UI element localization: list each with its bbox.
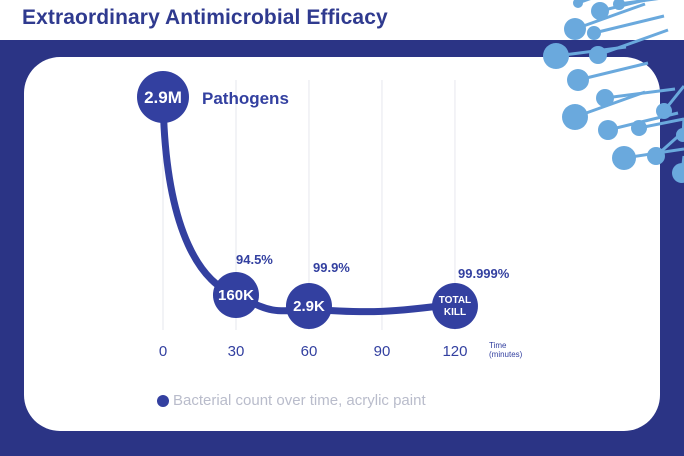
- data-point-label: KILL: [444, 307, 466, 318]
- data-point-label: 160K: [218, 287, 254, 304]
- series-line: [159, 93, 459, 316]
- x-tick-label: 0: [159, 343, 167, 360]
- x-tick-label: 30: [228, 343, 245, 360]
- microbe-dot: [612, 146, 636, 170]
- microbe-dot: [543, 43, 569, 69]
- microbe-dot: [589, 46, 607, 64]
- data-point-label: 2.9M: [144, 88, 182, 107]
- annotation-label: 94.5%: [236, 252, 273, 267]
- microbe-dot: [672, 163, 684, 183]
- microbe-dot: [564, 18, 586, 40]
- microbe-dot: [596, 89, 614, 107]
- legend-label: Bacterial count over time, acrylic paint: [173, 392, 426, 409]
- microbe-decoration: [543, 0, 684, 183]
- microbe-dot: [562, 104, 588, 130]
- annotations: Pathogens 94.5% 99.9% 99.999%: [202, 89, 510, 281]
- data-point: [212, 272, 259, 318]
- x-tick-label: 120: [442, 343, 467, 360]
- microbe-ray: [593, 14, 665, 35]
- microbe-dot: [631, 120, 647, 136]
- microbe-dot: [647, 147, 665, 165]
- x-tick-label: 90: [374, 343, 391, 360]
- series-curve: [159, 93, 459, 316]
- microbe-ray: [577, 61, 649, 82]
- microbe-ray: [597, 28, 669, 57]
- page-title: Extraordinary Antimicrobial Efficacy: [22, 6, 388, 29]
- legend: Bacterial count over time, acrylic paint: [157, 392, 426, 409]
- annotation-label: Pathogens: [202, 89, 289, 108]
- microbe-ray: [618, 0, 659, 6]
- microbe-dot: [591, 2, 609, 20]
- microbe-dot: [613, 0, 625, 10]
- annotation-label: 99.999%: [458, 266, 510, 281]
- data-point: [431, 283, 478, 329]
- microbe-dot: [656, 103, 672, 119]
- microbe-dot: [573, 0, 583, 8]
- x-axis: 0 30 60 90 120 Time(minutes): [159, 341, 523, 360]
- microbe-dot: [587, 26, 601, 40]
- x-axis-title: Time: [489, 341, 507, 350]
- microbe-dot: [676, 128, 684, 142]
- legend-marker: [157, 394, 169, 407]
- microbe-dot: [567, 69, 589, 91]
- data-point: [285, 283, 332, 329]
- annotation-label: 99.9%: [313, 260, 350, 275]
- microbe-dot: [598, 120, 618, 140]
- chart-card: [24, 57, 660, 431]
- data-point-label: TOTAL: [439, 295, 471, 306]
- microbe-ray: [574, 2, 646, 31]
- x-axis-title: (minutes): [489, 350, 523, 359]
- data-point: [137, 71, 189, 123]
- x-tick-label: 60: [301, 343, 318, 360]
- data-point-label: 2.9K: [293, 298, 325, 315]
